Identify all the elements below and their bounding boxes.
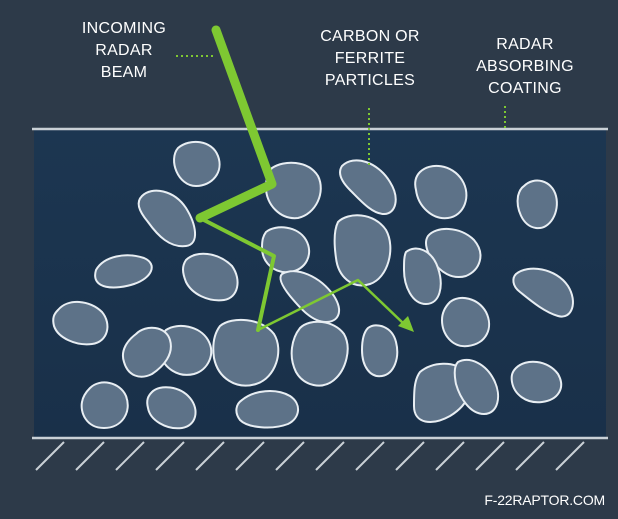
particles-line-3: PARTICLES bbox=[324, 72, 416, 89]
particle bbox=[512, 267, 574, 318]
particle bbox=[80, 381, 129, 429]
particle bbox=[235, 390, 299, 429]
particles bbox=[52, 140, 574, 430]
coating-line-1: RADAR bbox=[496, 36, 554, 53]
leader-lines bbox=[176, 55, 506, 168]
particle bbox=[261, 226, 311, 274]
particle bbox=[510, 360, 563, 404]
carbon-ferrite-particles-label: CARBON OR FERRITE PARTICLES bbox=[309, 26, 431, 92]
particle bbox=[414, 164, 468, 220]
beam-arrowhead bbox=[398, 316, 414, 332]
particle bbox=[441, 296, 491, 348]
particle bbox=[516, 179, 558, 230]
particle bbox=[146, 386, 197, 430]
particle bbox=[94, 254, 153, 289]
scattered-beam bbox=[256, 278, 406, 332]
radar-beam bbox=[195, 25, 406, 332]
particles-line-1: CARBON OR bbox=[320, 28, 420, 45]
particle bbox=[212, 318, 280, 387]
particle bbox=[453, 359, 500, 415]
particle bbox=[265, 161, 322, 220]
particle bbox=[137, 189, 196, 248]
incoming-line-1: INCOMING bbox=[81, 20, 167, 37]
particle bbox=[173, 140, 221, 187]
reflected-beam bbox=[198, 216, 276, 332]
coating-line-2: ABSORBING bbox=[476, 58, 574, 75]
source-credit: F-22RAPTOR.COM bbox=[484, 492, 605, 508]
particle bbox=[403, 247, 442, 305]
particles-line-2: FERRITE bbox=[334, 50, 406, 67]
incoming-beam bbox=[195, 25, 277, 223]
base-hatching bbox=[35, 441, 585, 471]
incoming-line-2: RADAR bbox=[95, 42, 153, 59]
particle bbox=[182, 252, 239, 302]
incoming-line-3: BEAM bbox=[100, 64, 148, 81]
particle bbox=[339, 159, 397, 215]
particle bbox=[122, 326, 172, 378]
particle bbox=[52, 301, 109, 346]
particle bbox=[290, 320, 349, 387]
incoming-radar-beam-label: INCOMING RADAR BEAM bbox=[76, 18, 172, 84]
radar-absorbing-coating-label: RADAR ABSORBING COATING bbox=[470, 34, 580, 100]
particle bbox=[361, 324, 399, 378]
coating-line-3: COATING bbox=[488, 80, 562, 97]
particle bbox=[333, 214, 392, 287]
